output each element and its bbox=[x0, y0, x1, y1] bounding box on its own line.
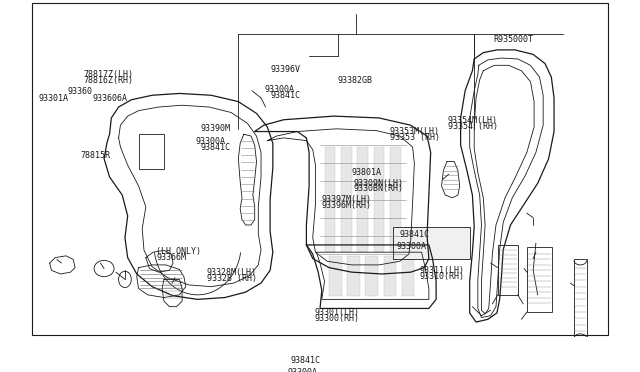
Polygon shape bbox=[348, 256, 360, 296]
Bar bbox=[527, 247, 552, 312]
Text: 93300A: 93300A bbox=[287, 368, 317, 372]
Text: 93841C: 93841C bbox=[271, 91, 301, 100]
Text: 93310(RH): 93310(RH) bbox=[420, 272, 465, 281]
Polygon shape bbox=[365, 256, 378, 296]
Text: 9330BN(RH): 9330BN(RH) bbox=[354, 185, 404, 193]
Text: 93366M: 93366M bbox=[156, 253, 186, 262]
Text: 93301A: 93301A bbox=[38, 94, 68, 103]
Text: 93396M(RH): 93396M(RH) bbox=[321, 201, 371, 210]
Text: 93382GB: 93382GB bbox=[337, 76, 372, 85]
Text: 93390M: 93390M bbox=[201, 124, 231, 134]
Text: 93360: 93360 bbox=[67, 87, 92, 96]
Text: 93354M(LH): 93354M(LH) bbox=[448, 116, 498, 125]
Polygon shape bbox=[357, 147, 368, 252]
Text: 93300(RH): 93300(RH) bbox=[315, 314, 360, 323]
Text: 93328M(LH): 93328M(LH) bbox=[207, 268, 257, 277]
Text: (LH ONLY): (LH ONLY) bbox=[156, 247, 201, 256]
Text: 93841C: 93841C bbox=[201, 143, 231, 152]
Bar bbox=[284, 354, 361, 372]
Text: 933606A: 933606A bbox=[92, 94, 127, 103]
Text: 93353 (RH): 93353 (RH) bbox=[390, 133, 440, 142]
Text: 93300A: 93300A bbox=[195, 137, 225, 146]
Text: 93300A: 93300A bbox=[396, 242, 426, 251]
Bar bbox=[498, 245, 518, 295]
Polygon shape bbox=[390, 147, 401, 252]
Bar bbox=[574, 259, 587, 340]
Text: 93801A: 93801A bbox=[352, 168, 382, 177]
Text: 93300A: 93300A bbox=[265, 84, 295, 94]
Text: 78817Z(LH): 78817Z(LH) bbox=[83, 70, 133, 79]
Text: 93309N(LH): 93309N(LH) bbox=[354, 179, 404, 188]
Text: 93396V: 93396V bbox=[271, 65, 301, 74]
Text: R935000T: R935000T bbox=[493, 35, 533, 44]
Text: 93301(LH): 93301(LH) bbox=[315, 308, 360, 317]
Bar bbox=[392, 227, 470, 259]
Text: 93354 (RH): 93354 (RH) bbox=[448, 122, 498, 131]
Polygon shape bbox=[329, 256, 342, 296]
Polygon shape bbox=[341, 147, 352, 252]
Bar bbox=[139, 134, 164, 169]
Text: 78815R: 78815R bbox=[81, 151, 111, 160]
Polygon shape bbox=[324, 147, 335, 252]
Text: 93311(LH): 93311(LH) bbox=[420, 266, 465, 276]
Text: 93841C: 93841C bbox=[400, 230, 430, 238]
Text: 93841C: 93841C bbox=[291, 356, 321, 365]
Text: 78816Z(RH): 78816Z(RH) bbox=[83, 76, 133, 85]
Text: 93353M(LH): 93353M(LH) bbox=[390, 127, 440, 136]
Polygon shape bbox=[374, 147, 385, 252]
Text: 93328 (RH): 93328 (RH) bbox=[207, 274, 257, 283]
Text: 93397M(LH): 93397M(LH) bbox=[321, 195, 371, 203]
Polygon shape bbox=[402, 256, 414, 296]
Polygon shape bbox=[383, 256, 396, 296]
